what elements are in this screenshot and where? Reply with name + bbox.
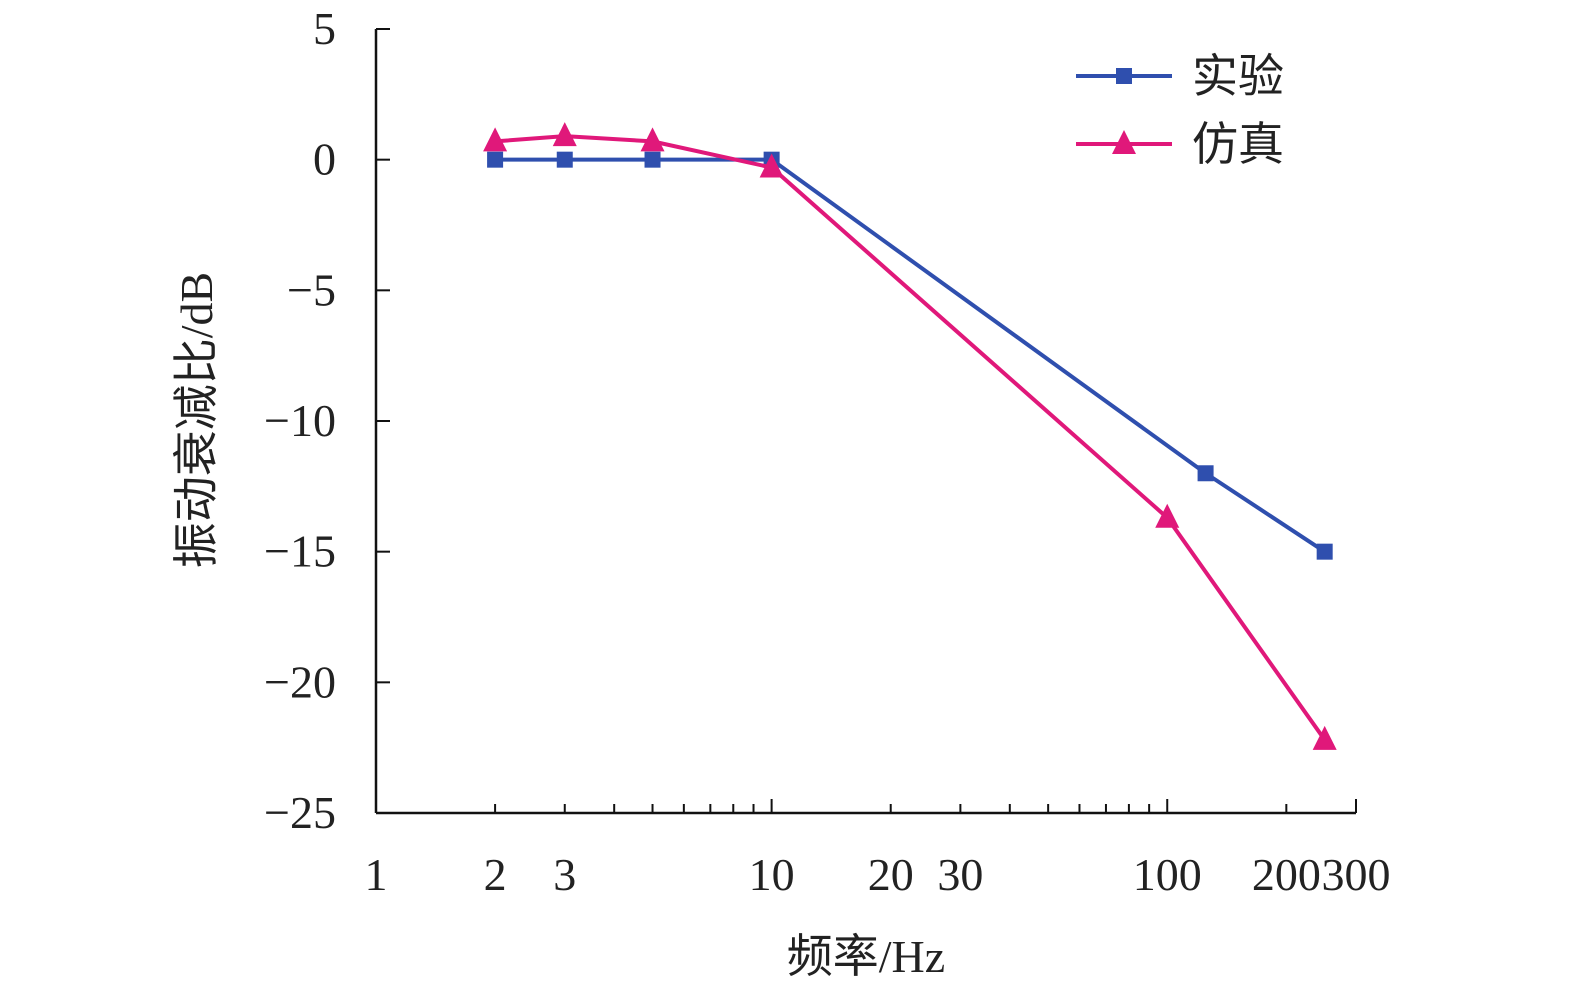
square-marker <box>487 151 504 168</box>
x-axis-title: 频率/Hz <box>787 931 945 982</box>
series-line <box>494 134 1327 741</box>
legend-triangle-marker <box>1112 130 1136 154</box>
triangle-marker <box>552 122 577 147</box>
series-1 <box>487 151 1333 560</box>
y-tick-label: −5 <box>287 264 336 315</box>
x-tick-label: 3 <box>553 849 576 900</box>
triangle-marker <box>483 127 508 152</box>
y-tick-label: −20 <box>264 656 336 707</box>
triangle-marker <box>1155 503 1180 528</box>
y-tick-label: 5 <box>313 3 336 54</box>
y-tick-label: 0 <box>313 134 336 185</box>
legend-item-2: 仿真 <box>1076 119 1284 170</box>
y-axis-ticks: 5 0 −5 −10 −15 −20 −25 <box>264 3 390 838</box>
series-line <box>495 157 1326 554</box>
y-tick-label: −15 <box>264 526 336 577</box>
y-axis-title: 振动衰减比/dB <box>171 272 222 568</box>
square-marker <box>644 151 661 168</box>
series-layer <box>483 122 1337 750</box>
legend-label: 实验 <box>1192 51 1284 102</box>
triangle-marker <box>1312 725 1337 750</box>
x-tick-label: 2 <box>484 849 507 900</box>
legend-square-marker <box>1116 68 1132 84</box>
x-tick-label: 1 <box>365 849 388 900</box>
x-tick-label: 20 <box>868 849 914 900</box>
legend-label: 仿真 <box>1192 119 1284 170</box>
x-tick-label: 10 <box>749 849 795 900</box>
x-axis-ticks: 1 2 3 10 20 30 100 200 300 <box>365 799 1391 900</box>
legend-item-1: 实验 <box>1076 51 1284 102</box>
x-tick-label: 100 <box>1133 849 1202 900</box>
x-tick-label: 300 <box>1322 849 1391 900</box>
y-tick-label: −10 <box>264 395 336 446</box>
square-marker <box>1316 543 1333 560</box>
triangle-marker <box>759 153 784 178</box>
series-2 <box>483 122 1337 750</box>
square-marker <box>1197 465 1214 482</box>
y-tick-label: −25 <box>264 787 336 838</box>
x-tick-label: 200 <box>1252 849 1321 900</box>
triangle-marker <box>640 127 665 152</box>
square-marker <box>556 151 573 168</box>
x-tick-label: 30 <box>937 849 983 900</box>
